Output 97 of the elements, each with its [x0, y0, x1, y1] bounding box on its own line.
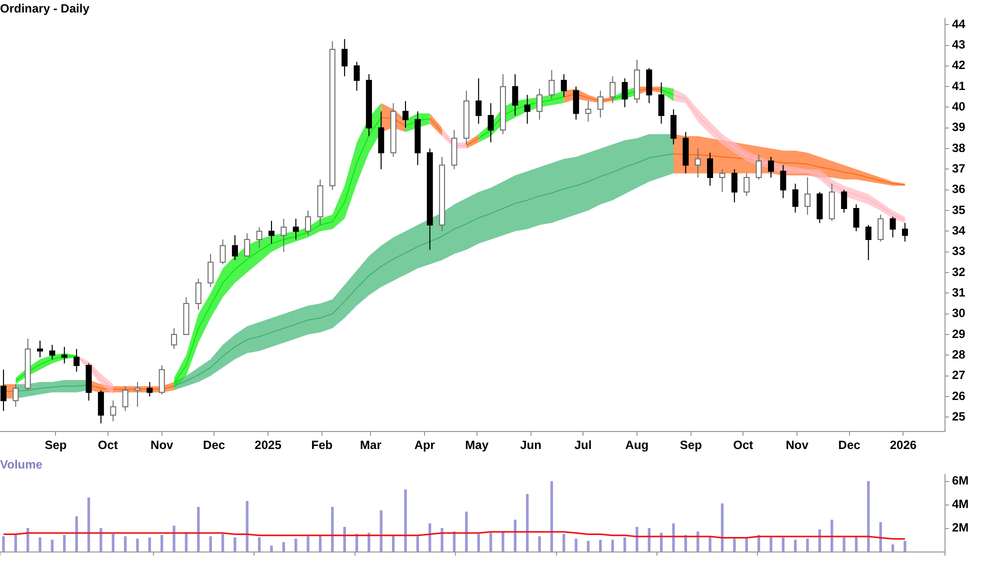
bar	[672, 523, 675, 552]
bar	[270, 546, 273, 552]
x-tick-label: May	[465, 438, 489, 452]
bar	[160, 535, 164, 552]
x-tick-label: Dec	[838, 438, 861, 452]
y-tick-label: 25	[952, 409, 966, 424]
bar	[112, 534, 114, 552]
bar	[538, 536, 541, 552]
x-tick-label: Feb	[311, 438, 333, 452]
chart-title: Ordinary - Daily	[0, 2, 90, 16]
x-tick-label: Dec	[203, 438, 226, 452]
bar	[75, 516, 78, 552]
bar	[221, 534, 224, 552]
x-tick-label: Sep	[680, 438, 702, 452]
bar	[550, 481, 554, 552]
y-tick-label: 35	[952, 202, 966, 217]
x-tick-label: 2025	[254, 438, 282, 452]
bar	[586, 540, 590, 552]
bar	[148, 537, 151, 552]
bar	[38, 537, 42, 552]
y-tick-label: 31	[952, 285, 966, 300]
bar	[87, 498, 90, 552]
y-tick-label: 37	[952, 162, 966, 176]
bar	[708, 536, 712, 552]
bar	[294, 538, 298, 552]
bar	[574, 538, 578, 552]
bar	[197, 506, 200, 552]
bar	[246, 501, 248, 552]
bar	[124, 536, 127, 552]
bar	[623, 537, 626, 552]
x-tick-label: Oct	[98, 438, 118, 452]
x-tick-label: Jul	[574, 438, 592, 452]
bar	[904, 540, 906, 552]
y-tick-label: 43	[952, 38, 966, 52]
y-tick-label: 2M	[952, 520, 969, 535]
bar	[842, 537, 846, 552]
y-tick-label: 32	[952, 264, 966, 279]
y-tick-label: 36	[952, 182, 966, 196]
y-tick-label: 42	[952, 58, 966, 72]
bar	[562, 534, 566, 552]
bar	[100, 528, 102, 552]
y-tick-label: 39	[952, 120, 966, 134]
bar	[440, 528, 444, 552]
x-tick-label: 2026	[890, 438, 917, 452]
bar	[368, 532, 370, 552]
y-tick-label: 44	[952, 16, 966, 31]
bar	[172, 526, 176, 552]
bar	[611, 540, 614, 552]
bar	[50, 540, 54, 552]
y-tick-label: 33	[952, 244, 966, 258]
y-tick-label: 34	[952, 224, 966, 238]
y-tick-label: 29	[952, 326, 966, 341]
bar	[806, 538, 809, 552]
bar	[234, 537, 236, 552]
bar	[258, 537, 261, 552]
bar	[331, 506, 334, 552]
bar	[477, 534, 480, 552]
x-tick-label: Oct	[733, 438, 754, 452]
bar	[733, 538, 736, 552]
y-tick-label: 28	[952, 347, 966, 362]
bar	[63, 535, 66, 552]
x-tick-label: Nov	[150, 438, 174, 452]
x-tick-label: Apr	[414, 438, 436, 452]
bar	[599, 540, 602, 552]
bar	[867, 481, 870, 552]
bar	[416, 536, 420, 552]
y-tick-label: 40	[952, 100, 966, 114]
bar	[526, 494, 529, 552]
x-tick-label: Mar	[360, 438, 382, 452]
y-tick-label: 27	[952, 368, 966, 382]
y-tick-label: 4M	[952, 497, 969, 512]
y-tick-label: 30	[952, 306, 966, 320]
y-tick-label: 41	[952, 78, 966, 93]
bar	[782, 537, 784, 552]
bar	[380, 510, 382, 552]
x-tick-label: Jun	[520, 438, 542, 452]
bar	[794, 540, 797, 552]
bar	[404, 489, 407, 552]
x-tick-label: Aug	[625, 438, 649, 452]
bar	[306, 536, 310, 552]
chart-title: Volume	[0, 458, 43, 472]
bar	[720, 503, 724, 552]
bar	[636, 526, 638, 552]
bar	[136, 538, 139, 552]
y-tick-label: 6M	[952, 474, 969, 488]
bar	[465, 512, 468, 552]
bar	[891, 544, 894, 552]
bar	[489, 532, 492, 552]
bar	[2, 536, 5, 552]
y-tick-label: 26	[952, 388, 966, 403]
y-tick-label: 38	[952, 140, 966, 155]
bar	[502, 532, 504, 552]
x-tick-label: Nov	[786, 438, 809, 452]
bar	[282, 542, 286, 552]
bar	[770, 536, 772, 552]
bar	[209, 536, 212, 552]
x-tick-label: Sep	[44, 438, 67, 452]
